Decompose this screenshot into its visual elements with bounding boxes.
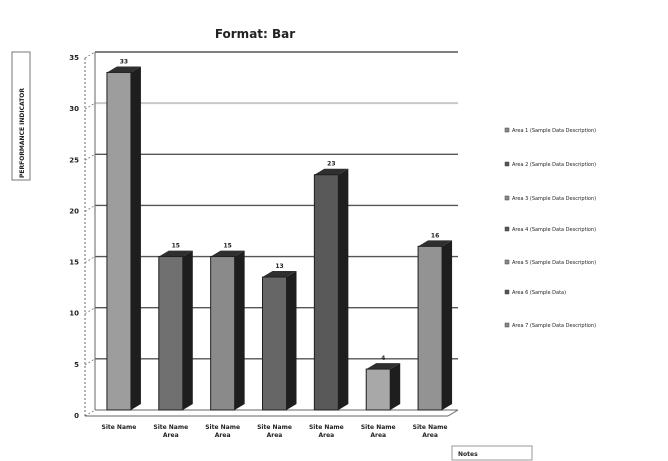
x-axis-corner xyxy=(447,409,459,417)
legend-label: Area 3 (Sample Data Description) xyxy=(512,196,596,202)
footer-note-label: Notes xyxy=(458,451,478,458)
footer-note: Notes xyxy=(451,445,533,461)
legend-label: Area 4 (Sample Data Description) xyxy=(512,227,596,233)
bar xyxy=(313,174,339,411)
x-tick-label-line2: Area xyxy=(215,432,231,439)
bar-data-label: 16 xyxy=(431,232,439,239)
bar-data-label: 4 xyxy=(381,355,385,362)
bar-data-label: 33 xyxy=(120,58,128,65)
chart-title: Format: Bar xyxy=(215,27,295,41)
y-tick-label: 10 xyxy=(69,310,79,318)
legend-label: Area 6 (Sample Data) xyxy=(512,290,566,296)
x-tick-label: Site Name xyxy=(153,424,188,431)
bar-top xyxy=(314,168,349,175)
x-tick-label-line2: Area xyxy=(267,432,283,439)
y-tick-label: 20 xyxy=(69,207,79,215)
legend-swatch xyxy=(504,127,510,133)
legend-swatch xyxy=(504,322,510,328)
bar-side xyxy=(286,271,297,410)
bar xyxy=(417,245,443,411)
bar xyxy=(158,256,184,411)
bar-data-label: 23 xyxy=(327,161,335,168)
gridline-depth xyxy=(84,153,96,161)
bar-top xyxy=(418,240,453,247)
bar-data-label: 15 xyxy=(172,243,180,250)
legend-swatch xyxy=(504,161,510,167)
bar-top xyxy=(262,271,297,278)
bar xyxy=(365,368,391,411)
x-tick-label: Site Name xyxy=(257,424,292,431)
y-axis-label: PERFORMANCE INDICATOR xyxy=(19,88,26,178)
x-tick-label-line2: Area xyxy=(370,432,386,439)
legend: Area 1 (Sample Data Description) Area 2 (… xyxy=(504,127,596,329)
bar xyxy=(210,256,236,411)
legend-label: Area 5 (Sample Data Description) xyxy=(512,260,596,266)
x-tick-label-line2: Area xyxy=(163,432,179,439)
legend-swatch xyxy=(504,259,510,265)
bar-side xyxy=(234,250,245,410)
bar-data-label: 13 xyxy=(275,263,283,270)
gridline-depth xyxy=(84,256,96,263)
x-tick-label: Site Name xyxy=(413,424,448,431)
bars xyxy=(106,66,453,411)
legend-swatch xyxy=(504,289,510,295)
y-tick-label: 25 xyxy=(69,156,79,164)
legend-label: Area 2 (Sample Data Description) xyxy=(512,162,596,168)
bar-side xyxy=(338,168,349,410)
x-tick-label-line2: Area xyxy=(422,432,438,439)
x-tick-label: Site Name xyxy=(205,424,240,431)
y-axis-label-box: PERFORMANCE INDICATOR xyxy=(11,51,31,181)
bar-side xyxy=(390,363,401,410)
bar-top xyxy=(210,250,245,257)
bar-top xyxy=(366,363,401,370)
bar-side xyxy=(130,66,141,410)
legend-swatch xyxy=(504,226,510,232)
axes xyxy=(84,52,459,417)
gridline-depth xyxy=(84,205,96,212)
bar xyxy=(262,276,287,411)
x-tick-label: Site Name xyxy=(102,424,137,431)
y-tick-label: 15 xyxy=(69,259,79,267)
gridline-depth xyxy=(84,358,96,366)
gridline-depth xyxy=(84,102,96,110)
x-tick-label: Site Name xyxy=(309,424,344,431)
bar-top xyxy=(158,250,193,257)
bar xyxy=(106,71,132,411)
y-tick-label: 5 xyxy=(74,361,79,369)
legend-label: Area 1 (Sample Data Description) xyxy=(512,128,596,134)
y-tick-label: 35 xyxy=(69,54,79,62)
legend-swatch xyxy=(504,195,510,201)
x-tick-label-line2: Area xyxy=(318,432,334,439)
x-tick-label: Site Name xyxy=(361,424,396,431)
gridline-depth xyxy=(84,51,96,59)
bar-top xyxy=(106,66,141,73)
y-tick-label: 0 xyxy=(74,412,79,420)
bar-side xyxy=(182,250,193,410)
gridline-depth xyxy=(84,409,96,417)
y-tick-label: 30 xyxy=(69,105,79,113)
bar-data-label: 15 xyxy=(223,243,231,250)
bar-side xyxy=(442,240,453,410)
legend-label: Area 7 (Sample Data Description) xyxy=(512,323,596,329)
gridline-depth xyxy=(84,307,96,315)
